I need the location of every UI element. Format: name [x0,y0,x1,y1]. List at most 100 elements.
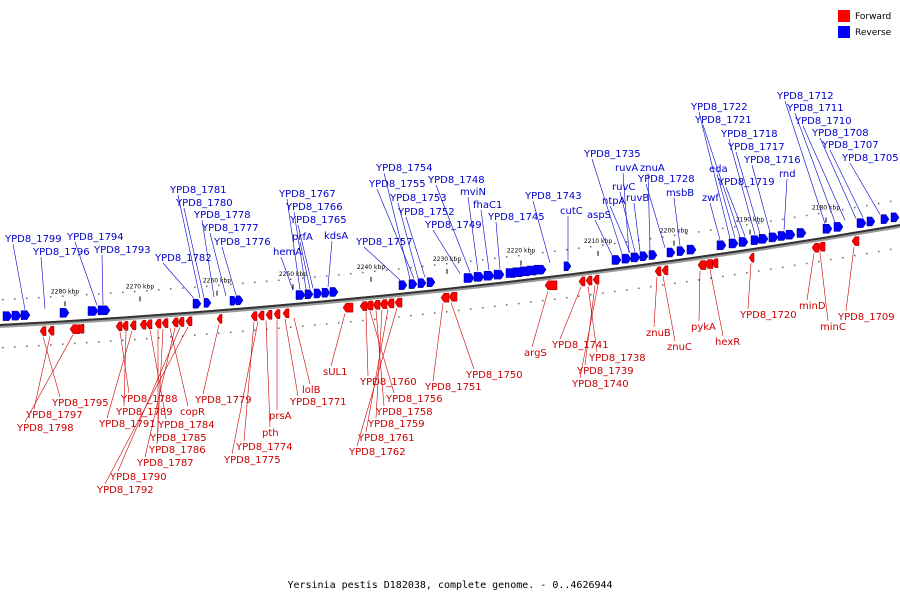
reverse-gene-labels: YPD8_1799YPD8_1796YPD8_1794YPD8_1793YPD8… [4,91,899,310]
guide-dot [62,295,64,297]
gene-label-pyka: pykA [691,322,716,333]
reverse-gene-arrow [822,223,833,234]
reverse-gene-arrow [533,264,547,275]
reverse-leader-line [709,202,721,241]
reverse-gene-arrow [20,310,31,320]
guide-dot [338,322,340,324]
guide-dot [134,290,136,293]
reverse-leader-line [725,186,746,237]
reverse-gene-arrow [666,247,676,258]
guide-dot [182,287,184,289]
guide-dot [650,285,652,288]
forward-gene-arrow [654,266,662,277]
reverse-leader-line [594,219,613,256]
forward-leader-line [144,327,176,458]
reverse-gene-arrow [648,250,658,260]
gene-label-mind: minD [799,301,826,312]
reverse-leader-line [376,188,415,279]
gene-label-msbb: msbB [666,188,694,199]
guide-dot [830,210,832,213]
gene-label-ypd8-1728: YPD8_1728 [637,174,695,185]
guide-dot [614,242,616,245]
gene-label-ypd8-1774: YPD8_1774 [235,442,293,453]
reverse-leader-line [751,164,771,233]
guide-dot [206,285,208,287]
gene-label-ntpa: ntpA [602,196,626,207]
guide-dot [650,237,652,240]
guide-dot [782,266,784,269]
guide-dot [110,292,112,294]
guide-dot [530,301,532,303]
guide-dot [98,341,100,343]
gene-label-ypd8-1771: YPD8_1771 [289,397,347,408]
reverse-gene-arrow [676,246,686,256]
gene-label-ypd8-1759: YPD8_1759 [367,419,425,430]
guide-dot [746,224,748,226]
reverse-leader-line [819,137,857,219]
forward-leader-line [559,286,582,340]
gene-label-asps: aspS [587,210,611,221]
reverse-gene-arrow [750,235,761,245]
gene-label-ypd8-1718: YPD8_1718 [720,129,778,140]
guide-dot [134,338,136,341]
gene-label-ypd8-1735: YPD8_1735 [583,149,641,160]
gene-label-ypd8-1797: YPD8_1797 [25,410,83,421]
guide-dot [722,275,724,278]
genome-caption: Yersinia pestis D182038, complete genome… [287,580,612,591]
reverse-leader-line [293,211,307,290]
reverse-gene-arrow [11,310,22,321]
gene-label-ypd8-1717: YPD8_1717 [727,142,785,153]
gene-label-ypd8-1740: YPD8_1740 [571,379,629,390]
gene-label-ypd8-1793: YPD8_1793 [93,245,151,256]
legend-swatch-forward [838,10,850,22]
gene-label-ypd8-1707: YPD8_1707 [821,140,879,151]
forward-gene-arrow [544,280,558,291]
guide-dot [230,331,232,334]
forward-leader-line [365,309,389,433]
guide-dot [86,293,88,296]
forward-leader-line [375,309,383,419]
gene-label-ypd8-1753: YPD8_1753 [389,193,447,204]
gene-label-znua: znuA [640,163,665,174]
forward-genes [39,236,860,336]
gene-label-cutc: cutC [560,206,583,217]
guide-dot [446,263,448,265]
guide-dot [434,264,436,266]
reverse-gene-arrow [417,278,427,288]
guide-dot [302,277,304,279]
guide-dot [794,264,796,267]
gene-label-ypd8-1777: YPD8_1777 [201,223,259,234]
tick-label: 2240 kbp [357,264,385,271]
guide-dot [254,329,256,332]
reverse-leader-line [327,240,333,288]
reverse-leader-line [40,256,46,309]
gene-label-ypd8-1799: YPD8_1799 [4,234,62,245]
guide-dot [518,254,520,257]
reverse-gene-arrow [329,287,339,297]
reverse-gene-arrow [313,288,323,299]
guide-dot [38,296,40,299]
forward-leader-line [117,327,181,472]
guide-dot [698,231,700,233]
forward-leader-line [243,321,255,442]
forward-gene-arrow [273,309,281,319]
gene-label-ruvc: ruvC [612,182,635,193]
tick-label: 2190 kbp [736,216,764,223]
guide-dot [662,284,664,286]
gene-label-ypd8-1757: YPD8_1757 [355,237,413,248]
guide-dot [470,308,472,310]
tick-label: 2260 kbp [203,278,231,285]
guide-dot [26,345,28,348]
guide-dot [566,296,568,299]
guide-dot [26,297,28,300]
gene-label-ypd8-1782: YPD8_1782 [154,253,212,264]
forward-gene-arrow [585,275,593,286]
forward-leader-line [531,291,549,348]
forward-leader-line [119,331,130,394]
legend-swatch-reverse [838,26,850,38]
forward-gene-arrow [394,297,403,308]
gene-label-ypd8-1710: YPD8_1710 [794,116,852,127]
guide-dot [770,220,772,222]
guide-dot [290,278,292,280]
gene-label-hema: hemA [273,247,302,258]
